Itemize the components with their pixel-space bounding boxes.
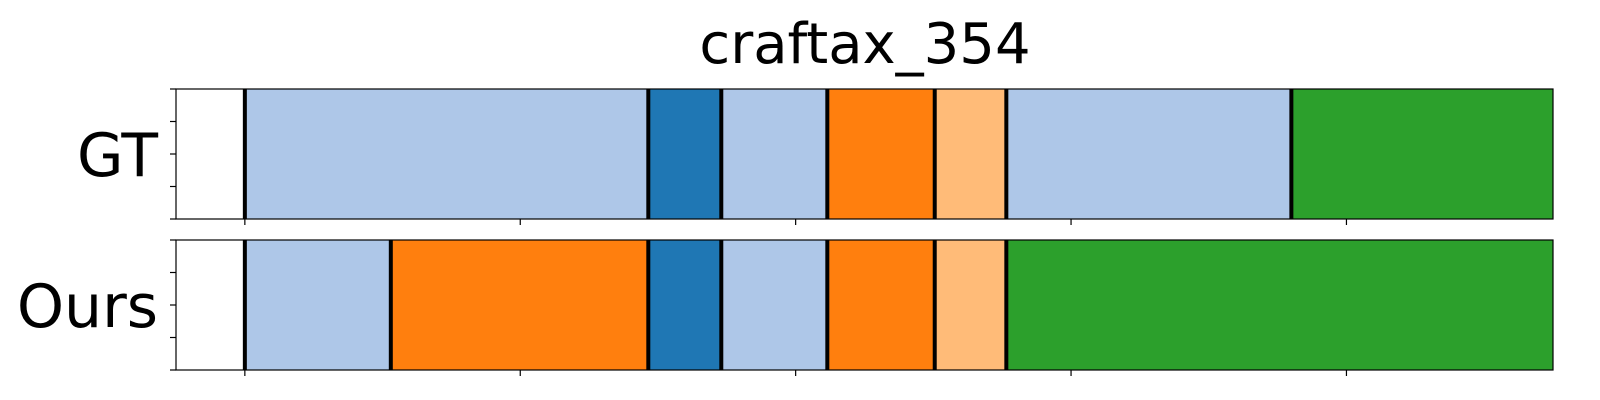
segment-5 xyxy=(1006,89,1292,219)
segment-3 xyxy=(827,89,935,219)
chart-title: craftax_354 xyxy=(699,12,1030,77)
segment-4 xyxy=(827,240,935,370)
segment-2 xyxy=(648,240,722,370)
segment-0 xyxy=(244,89,649,219)
segment-3 xyxy=(721,240,828,370)
segment-1 xyxy=(390,240,649,370)
segment-6 xyxy=(1291,89,1553,219)
segment-0 xyxy=(244,240,391,370)
segment-1 xyxy=(648,89,722,219)
row-label: GT xyxy=(77,121,158,191)
timeline-row-ours: Ours xyxy=(17,239,1554,376)
segment-5 xyxy=(934,240,1007,370)
segment-6 xyxy=(1006,240,1553,370)
segment-4 xyxy=(934,89,1007,219)
segment-2 xyxy=(721,89,828,219)
timeline-row-gt: GT xyxy=(77,88,1554,225)
row-label: Ours xyxy=(17,272,158,342)
